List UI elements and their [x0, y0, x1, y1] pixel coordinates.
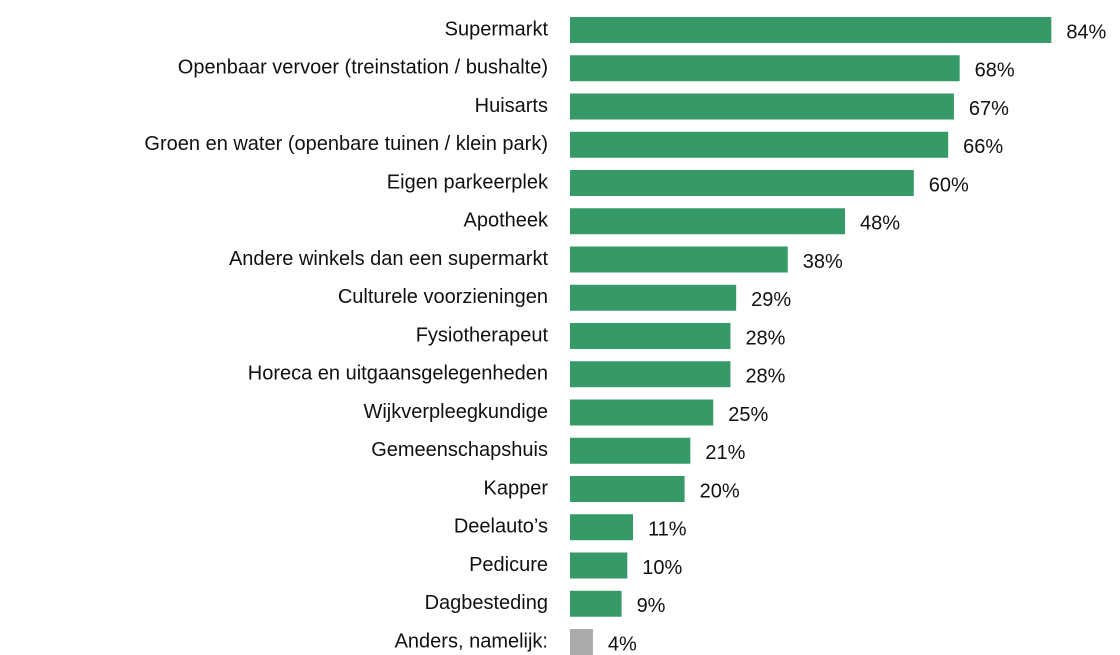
value-label: 4% — [608, 633, 637, 655]
bar — [570, 361, 731, 388]
category-label: Groen en water (openbare tuinen / klein … — [144, 133, 548, 155]
bar — [570, 476, 685, 502]
bar — [570, 131, 949, 158]
bar — [570, 399, 714, 426]
bar — [570, 514, 634, 541]
category-label: Supermarkt — [445, 18, 549, 40]
value-label: 66% — [963, 136, 1003, 158]
value-label: 84% — [1066, 21, 1106, 43]
category-label: Wijkverpleegkundige — [363, 401, 548, 423]
value-label: 21% — [705, 442, 745, 464]
value-label: 28% — [745, 366, 785, 388]
value-label: 60% — [929, 174, 969, 196]
category-label: Eigen parkeerplek — [387, 171, 549, 193]
bar — [570, 55, 960, 82]
category-label: Kapper — [484, 477, 549, 499]
value-label: 29% — [751, 289, 791, 311]
value-label: 20% — [700, 480, 740, 502]
category-label: Horeca en uitgaansgelegenheden — [248, 363, 548, 385]
value-label: 25% — [728, 404, 768, 426]
value-label: 48% — [860, 213, 900, 235]
bar — [570, 284, 737, 311]
bar — [570, 93, 954, 120]
bar — [570, 590, 622, 617]
category-label: Dagbesteding — [425, 592, 548, 614]
value-label: 9% — [637, 595, 666, 617]
bar — [570, 437, 691, 464]
bar — [570, 208, 846, 235]
category-label: Anders, namelijk: — [395, 630, 548, 652]
category-label: Apotheek — [463, 210, 549, 232]
value-label: 67% — [969, 98, 1009, 120]
bar — [570, 17, 1052, 43]
category-label: Fysiotherapeut — [416, 324, 549, 346]
category-label: Openbaar vervoer (treinstation / bushalt… — [178, 57, 548, 79]
value-label: 10% — [642, 557, 682, 579]
category-label: Andere winkels dan een supermarkt — [229, 248, 549, 270]
bar — [570, 629, 593, 655]
value-label: 28% — [745, 327, 785, 349]
value-label: 38% — [803, 251, 843, 273]
category-label: Culturele voorzieningen — [338, 286, 548, 308]
category-label: Pedicure — [469, 554, 548, 576]
bar — [570, 246, 788, 273]
value-label: 68% — [975, 60, 1015, 82]
value-label: 11% — [648, 519, 687, 541]
bar — [570, 552, 628, 579]
category-label: Deelauto’s — [454, 516, 548, 538]
category-label: Huisarts — [475, 95, 548, 117]
bar — [570, 170, 914, 196]
category-label: Gemeenschapshuis — [371, 439, 548, 461]
bar — [570, 323, 731, 349]
